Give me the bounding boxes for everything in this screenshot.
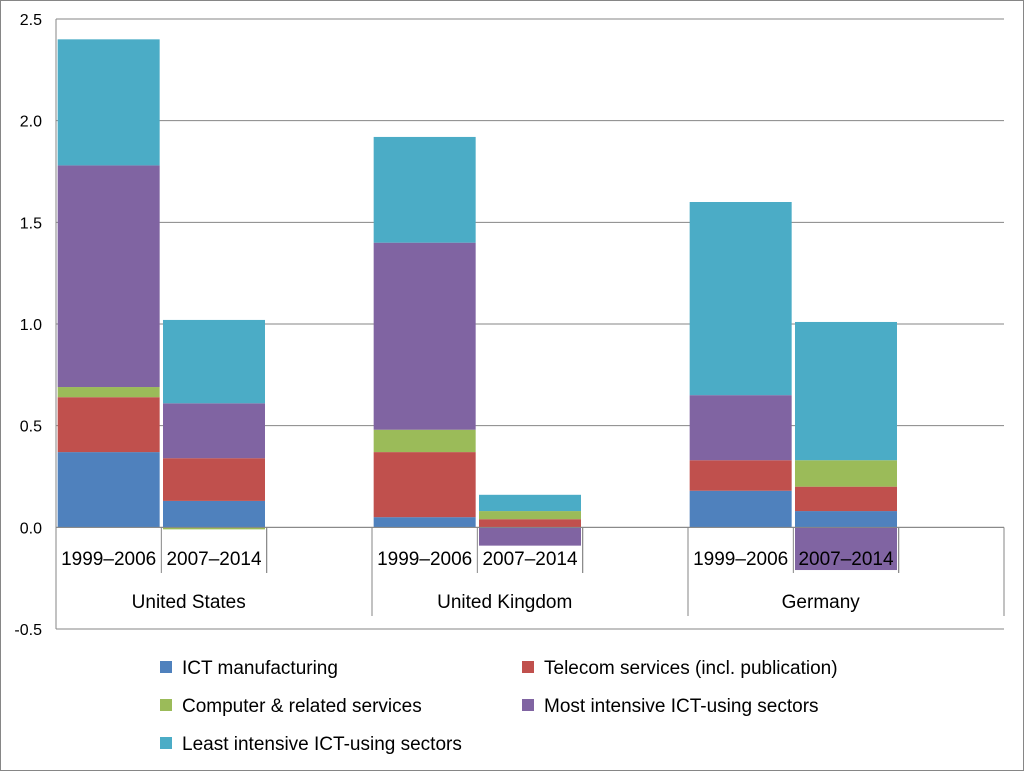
legend-swatch: [160, 737, 172, 749]
group-label: Germany: [782, 592, 861, 613]
period-label: 1999–2006: [61, 549, 156, 570]
bar-segment: [163, 403, 265, 459]
y-tick-label: 2.5: [20, 12, 42, 29]
bar-segment: [795, 321, 897, 461]
bar-segment: [373, 517, 476, 528]
bar-segment: [57, 165, 160, 388]
legend-label: Most intensive ICT-using sectors: [544, 696, 819, 717]
bar-segment: [163, 458, 265, 501]
bar-segment: [479, 527, 581, 546]
legend-swatch: [522, 699, 534, 711]
y-tick-label: 0.0: [20, 520, 42, 537]
legend-label: Telecom services (incl. publication): [544, 658, 838, 679]
bar-segment: [689, 490, 792, 528]
y-tick-label: -0.5: [14, 622, 42, 639]
y-tick-label: 1.0: [20, 317, 42, 334]
y-tick-label: 0.5: [20, 419, 42, 436]
bar-segment: [373, 242, 476, 430]
y-tick-label: 2.0: [20, 114, 42, 131]
bar-segment: [795, 486, 897, 512]
legend-label: Computer & related services: [182, 696, 422, 717]
legend-label: ICT manufacturing: [182, 658, 338, 679]
legend-label: Least intensive ICT-using sectors: [182, 734, 462, 755]
bar-segment: [689, 460, 792, 491]
legend-swatch: [160, 699, 172, 711]
bar-segment: [373, 429, 476, 453]
period-label: 1999–2006: [377, 549, 472, 570]
bar-segment: [163, 527, 265, 530]
bar-segment: [689, 202, 792, 396]
group-label: United Kingdom: [437, 592, 572, 613]
bar-segment: [57, 397, 160, 453]
bar-segment: [795, 460, 897, 487]
bar-segment: [479, 494, 581, 512]
legend-swatch: [522, 661, 534, 673]
bar-segment: [795, 511, 897, 528]
period-label: 2007–2014: [166, 549, 262, 570]
legend-swatch: [160, 661, 172, 673]
period-label: 1999–2006: [693, 549, 788, 570]
bar-segment: [373, 452, 476, 518]
group-label: United States: [132, 592, 246, 613]
bar-segment: [57, 387, 160, 398]
period-label: 2007–2014: [482, 549, 578, 570]
bar-segment: [57, 452, 160, 528]
bar-segment: [689, 395, 792, 461]
bar-segment: [479, 519, 581, 528]
bar-segment: [795, 527, 897, 571]
bar-segment: [57, 39, 160, 166]
y-tick-label: 1.5: [20, 215, 42, 232]
bar-segment: [479, 511, 581, 520]
period-label: 2007–2014: [798, 549, 894, 570]
bar-segment: [163, 500, 265, 528]
bar-segment: [373, 136, 476, 243]
bar-segment: [163, 319, 265, 404]
